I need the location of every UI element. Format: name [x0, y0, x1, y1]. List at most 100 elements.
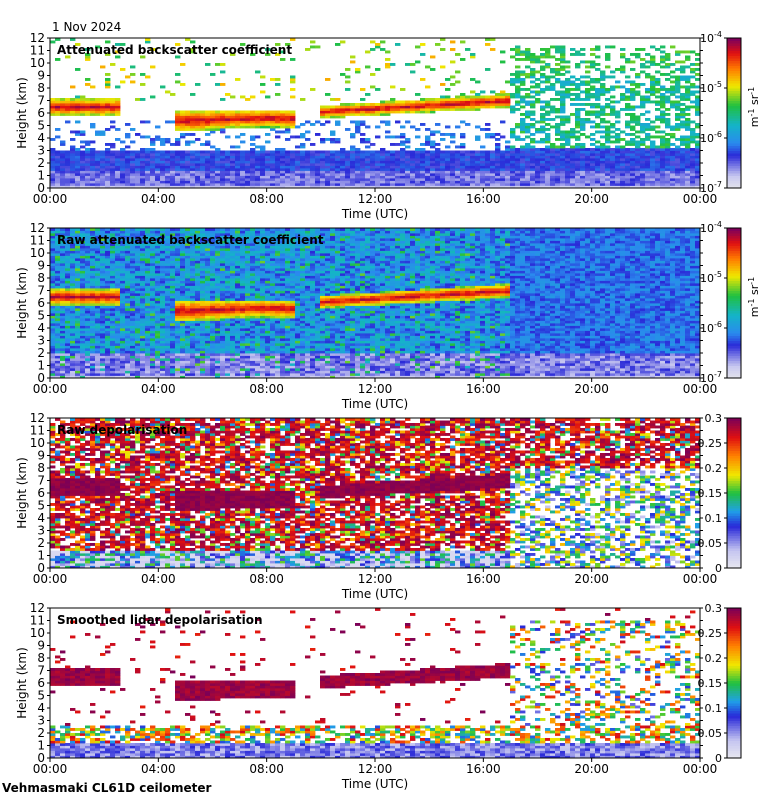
y-tick-label: 4	[37, 701, 45, 715]
x-tick-label: 20:00	[574, 382, 609, 396]
x-tick-label: 16:00	[466, 192, 501, 206]
colorbar-tick-label: 10-4	[700, 30, 722, 45]
x-tick-label: 00:00	[683, 762, 718, 776]
y-tick-label: 12	[30, 601, 45, 615]
colorbar-tick-label: 10-7	[700, 180, 722, 195]
colorbar-tick-label: 0.2	[705, 462, 723, 475]
x-tick-label: 20:00	[574, 192, 609, 206]
y-tick-label: 12	[30, 221, 45, 235]
colorbar-unit: m-1 sr-1	[747, 277, 761, 317]
x-tick-label: 20:00	[574, 572, 609, 586]
colorbar-tick-label: 10-6	[700, 320, 722, 335]
y-tick-label: 1	[37, 549, 45, 563]
x-tick-label: 12:00	[358, 192, 393, 206]
colorbar-tick-label: 0.1	[705, 702, 723, 715]
x-tick-label: 04:00	[141, 572, 176, 586]
x-tick-label: 00:00	[33, 192, 68, 206]
y-tick-label: 2	[37, 536, 45, 550]
x-tick-label: 00:00	[33, 762, 68, 776]
y-tick-label: 4	[37, 131, 45, 145]
colorbar-tick-label: 0.15	[698, 487, 723, 500]
colorbar: 10-410-510-610-7m-1 sr-1	[700, 220, 761, 385]
y-tick-label: 5	[37, 309, 45, 323]
y-axis-label: Height (km)	[15, 647, 29, 718]
y-tick-label: 3	[37, 714, 45, 728]
x-tick-label: 20:00	[574, 762, 609, 776]
x-tick-label: 16:00	[466, 572, 501, 586]
y-tick-label: 3	[37, 524, 45, 538]
colorbar-tick-label: 10-4	[700, 220, 722, 235]
x-tick-label: 08:00	[249, 382, 284, 396]
x-tick-label: 00:00	[33, 572, 68, 586]
y-tick-label: 8	[37, 461, 45, 475]
y-tick-label: 2	[37, 346, 45, 360]
colorbar-unit: m-1 sr-1	[747, 87, 761, 127]
y-tick-label: 11	[30, 234, 45, 248]
colorbar-tick-label: 0	[715, 562, 722, 575]
y-tick-label: 11	[30, 424, 45, 438]
y-tick-label: 9	[37, 639, 45, 653]
y-tick-label: 10	[30, 56, 45, 70]
y-tick-label: 3	[37, 144, 45, 158]
x-axis-label: Time (UTC)	[341, 587, 408, 601]
heatmap	[50, 228, 700, 378]
y-tick-label: 9	[37, 449, 45, 463]
colorbar-tick-label: 10-5	[700, 80, 722, 95]
colorbar: 0.30.250.20.150.10.050	[698, 602, 742, 765]
y-tick-label: 3	[37, 334, 45, 348]
colorbar-tick-label: 0.05	[698, 727, 723, 740]
colorbar-tick-label: 0.15	[698, 677, 723, 690]
x-axis-label: Time (UTC)	[341, 397, 408, 411]
colorbar-tick-label: 0.2	[705, 652, 723, 665]
x-tick-label: 12:00	[358, 762, 393, 776]
y-tick-label: 6	[37, 106, 45, 120]
y-tick-label: 5	[37, 119, 45, 133]
x-tick-label: 04:00	[141, 762, 176, 776]
y-tick-label: 9	[37, 259, 45, 273]
colorbar-tick-label: 0.3	[705, 602, 723, 615]
y-tick-label: 10	[30, 626, 45, 640]
y-tick-label: 6	[37, 296, 45, 310]
panel-title: Attenuated backscatter coefficient	[57, 43, 292, 57]
y-tick-label: 1	[37, 359, 45, 373]
y-tick-label: 10	[30, 436, 45, 450]
colorbar: 0.30.250.20.150.10.050	[698, 412, 742, 575]
y-tick-label: 11	[30, 614, 45, 628]
y-tick-label: 8	[37, 81, 45, 95]
x-tick-label: 04:00	[141, 382, 176, 396]
x-tick-label: 00:00	[33, 382, 68, 396]
y-axis-label: Height (km)	[15, 267, 29, 338]
y-tick-label: 8	[37, 651, 45, 665]
y-axis-label: Height (km)	[15, 457, 29, 528]
y-tick-label: 12	[30, 31, 45, 45]
y-tick-label: 2	[37, 726, 45, 740]
x-tick-label: 00:00	[683, 572, 718, 586]
y-axis-label: Height (km)	[15, 77, 29, 148]
y-tick-label: 4	[37, 321, 45, 335]
x-tick-label: 12:00	[358, 382, 393, 396]
x-tick-label: 16:00	[466, 762, 501, 776]
x-tick-label: 08:00	[249, 762, 284, 776]
colorbar-tick-label: 10-5	[700, 270, 722, 285]
y-tick-label: 1	[37, 169, 45, 183]
panel-title: Raw depolarisation	[57, 423, 187, 437]
y-tick-label: 7	[37, 94, 45, 108]
y-tick-label: 8	[37, 271, 45, 285]
y-tick-label: 5	[37, 499, 45, 513]
y-tick-label: 5	[37, 689, 45, 703]
panel-title: Raw attenuated backscatter coefficient	[57, 233, 324, 247]
y-tick-label: 11	[30, 44, 45, 58]
y-tick-label: 6	[37, 676, 45, 690]
colorbar-tick-label: 0	[715, 752, 722, 765]
panel-title: Smoothed lidar depolarisation	[57, 613, 263, 627]
y-tick-label: 7	[37, 474, 45, 488]
y-tick-label: 7	[37, 664, 45, 678]
colorbar-tick-label: 0.3	[705, 412, 723, 425]
x-tick-label: 16:00	[466, 382, 501, 396]
x-axis-label: Time (UTC)	[341, 777, 408, 791]
x-tick-label: 08:00	[249, 572, 284, 586]
